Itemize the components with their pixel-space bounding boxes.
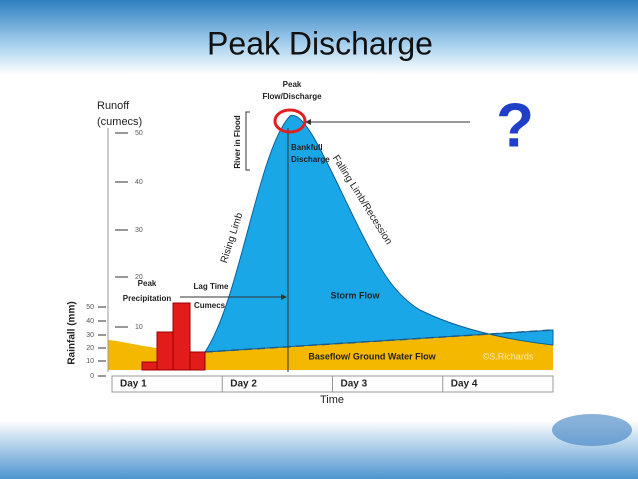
flood-bracket: [245, 111, 250, 171]
annotation: Flow/Discharge: [262, 92, 322, 101]
runoff-tick-label: 40: [135, 179, 143, 186]
day-label: Day 4: [451, 379, 478, 390]
annotation: Bankfull: [291, 143, 323, 152]
annotation: Peak: [283, 80, 302, 89]
annotation: Lag Time: [194, 282, 230, 291]
runoff-label: Runoff: [97, 100, 130, 112]
globe-decoration: [552, 414, 632, 446]
baseflow-area: [108, 330, 553, 370]
annotation: Cumecs: [194, 301, 226, 310]
title: Peak Discharge: [207, 25, 433, 61]
top-band: [0, 0, 638, 75]
annotation: Precipitation: [123, 294, 172, 303]
annotation: River in Flood: [233, 115, 242, 168]
runoff-tick-label: 50: [135, 130, 143, 137]
storm-flow-area: [204, 114, 554, 353]
rainfall-tick-label: 30: [86, 332, 94, 339]
rainfall-tick-label: 20: [86, 345, 94, 352]
rainfall-tick-label: 40: [86, 318, 94, 325]
day-label: Day 2: [230, 379, 257, 390]
runoff-tick-label: 10: [135, 324, 143, 331]
question-mark: ?: [496, 91, 534, 160]
runoff-tick-label: 20: [135, 274, 143, 281]
annotation: Peak: [138, 279, 157, 288]
annotation: Storm Flow: [331, 290, 381, 300]
annotation: Baseflow/ Ground Water Flow: [308, 351, 436, 361]
day-label: Day 3: [341, 379, 368, 390]
day-label: Day 1: [120, 379, 147, 390]
rainfall-tick-label: 50: [86, 304, 94, 311]
rainfall-tick-label: 10: [86, 358, 94, 365]
runoff-tick-label: 30: [135, 227, 143, 234]
rain-bar: [189, 351, 206, 371]
rain-bar: [141, 361, 158, 371]
rainfall-label: Rainfall (mm): [67, 301, 78, 364]
rain-bar: [156, 331, 174, 371]
bottom-band: [0, 420, 638, 479]
runoff-label: (cumecs): [97, 116, 142, 128]
annotation: Discharge: [291, 155, 330, 164]
rain-bar: [172, 302, 191, 371]
baseflow-divider: [204, 329, 554, 353]
annotation: ©S.Richards: [483, 351, 534, 361]
peak-circle: [273, 108, 307, 134]
rainfall-tick-label: 0: [90, 373, 94, 380]
x-label: Time: [320, 394, 344, 406]
